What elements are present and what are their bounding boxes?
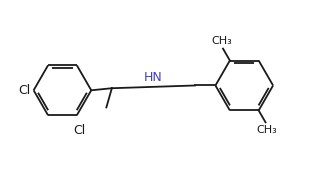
Text: HN: HN bbox=[144, 71, 163, 84]
Text: CH₃: CH₃ bbox=[256, 125, 277, 135]
Text: CH₃: CH₃ bbox=[211, 36, 232, 46]
Text: Cl: Cl bbox=[18, 84, 30, 97]
Text: Cl: Cl bbox=[74, 124, 86, 137]
